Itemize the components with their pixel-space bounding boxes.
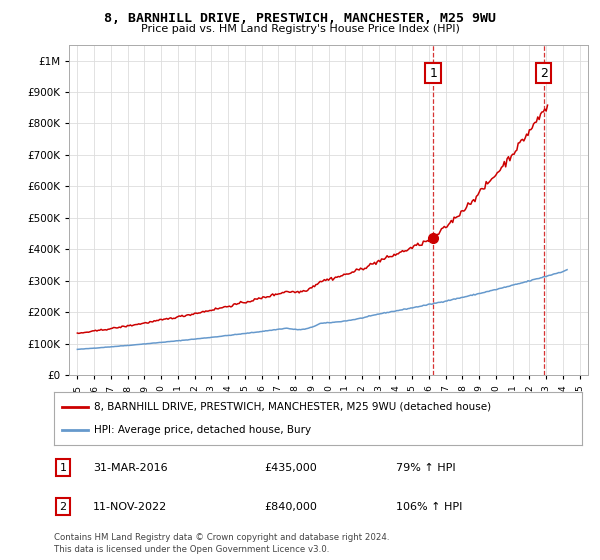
Text: 2: 2 [540, 67, 548, 80]
Text: 1: 1 [59, 463, 67, 473]
Text: 1: 1 [429, 67, 437, 80]
Text: 8, BARNHILL DRIVE, PRESTWICH, MANCHESTER, M25 9WU: 8, BARNHILL DRIVE, PRESTWICH, MANCHESTER… [104, 12, 496, 25]
Text: 31-MAR-2016: 31-MAR-2016 [93, 463, 167, 473]
Text: £840,000: £840,000 [264, 502, 317, 512]
Text: 106% ↑ HPI: 106% ↑ HPI [396, 502, 463, 512]
Text: £435,000: £435,000 [264, 463, 317, 473]
Text: This data is licensed under the Open Government Licence v3.0.: This data is licensed under the Open Gov… [54, 545, 329, 554]
Text: 11-NOV-2022: 11-NOV-2022 [93, 502, 167, 512]
Text: Price paid vs. HM Land Registry's House Price Index (HPI): Price paid vs. HM Land Registry's House … [140, 24, 460, 34]
Text: Contains HM Land Registry data © Crown copyright and database right 2024.: Contains HM Land Registry data © Crown c… [54, 533, 389, 542]
Text: 79% ↑ HPI: 79% ↑ HPI [396, 463, 455, 473]
Text: 2: 2 [59, 502, 67, 512]
Text: HPI: Average price, detached house, Bury: HPI: Average price, detached house, Bury [94, 425, 311, 435]
Text: 8, BARNHILL DRIVE, PRESTWICH, MANCHESTER, M25 9WU (detached house): 8, BARNHILL DRIVE, PRESTWICH, MANCHESTER… [94, 402, 491, 412]
